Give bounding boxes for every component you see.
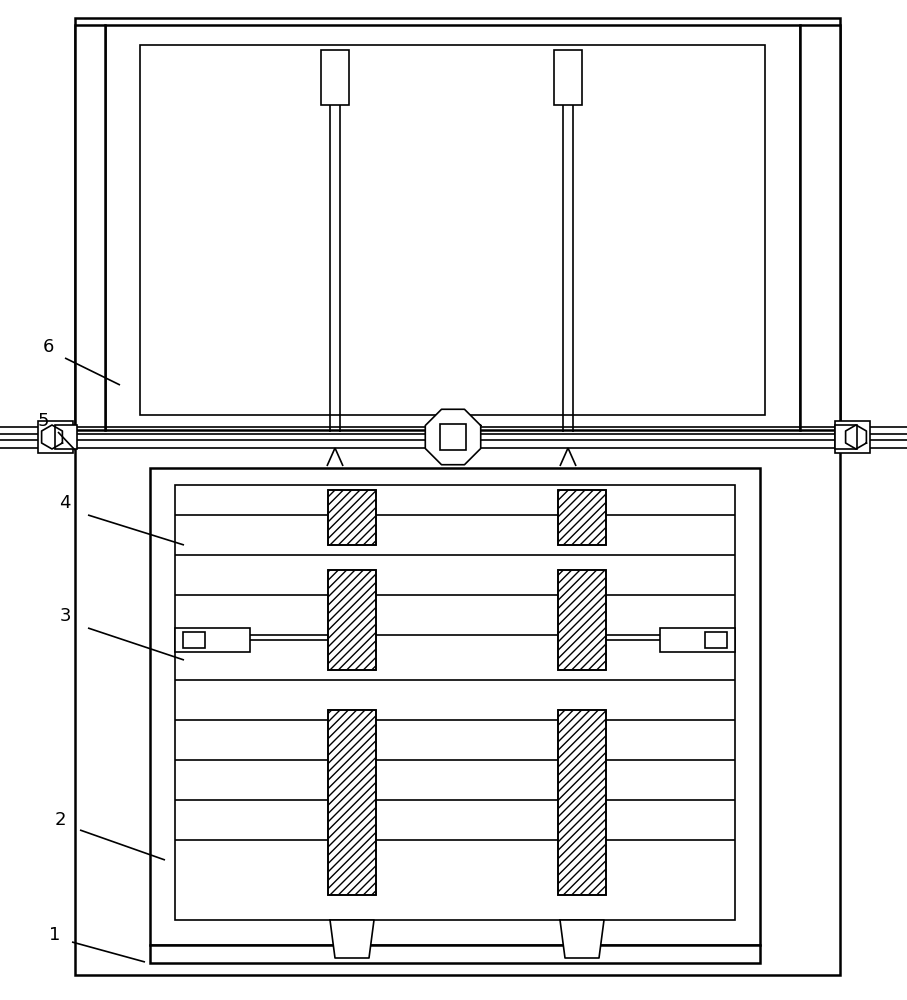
Bar [554, 50, 582, 105]
Bar [75, 18, 840, 975]
Bar [328, 710, 376, 895]
Bar [150, 468, 760, 945]
Bar [321, 50, 349, 105]
Text: 2: 2 [54, 811, 65, 829]
Bar [38, 421, 73, 453]
Bar [328, 710, 376, 895]
Bar [558, 710, 606, 895]
Bar [175, 485, 735, 920]
Text: 5: 5 [37, 412, 49, 430]
Bar [558, 710, 606, 895]
Bar [800, 25, 840, 430]
Polygon shape [845, 425, 866, 449]
Polygon shape [425, 409, 481, 465]
Polygon shape [42, 425, 63, 449]
Bar [440, 424, 466, 450]
Text: 1: 1 [49, 926, 61, 944]
Bar [175, 628, 250, 652]
Bar [75, 25, 105, 430]
Bar [55, 425, 77, 449]
Bar [660, 628, 735, 652]
Text: 4: 4 [59, 494, 71, 512]
Bar [105, 25, 800, 430]
Polygon shape [560, 920, 604, 958]
Bar [835, 425, 857, 449]
Bar [328, 490, 376, 545]
Bar [328, 570, 376, 670]
Bar [150, 945, 760, 963]
Bar [558, 570, 606, 670]
Bar [328, 490, 376, 545]
Polygon shape [330, 920, 374, 958]
Bar [558, 490, 606, 545]
Bar [183, 632, 205, 648]
Bar [328, 570, 376, 670]
Bar [328, 490, 376, 545]
Bar [835, 421, 870, 453]
Bar [558, 490, 606, 545]
Bar [328, 710, 376, 895]
Bar [705, 632, 727, 648]
Bar [558, 490, 606, 545]
Text: 3: 3 [59, 607, 71, 625]
Bar [558, 570, 606, 670]
Text: 6: 6 [43, 338, 54, 356]
Bar [328, 570, 376, 670]
Bar [558, 570, 606, 670]
Bar [140, 45, 765, 415]
Bar [558, 710, 606, 895]
